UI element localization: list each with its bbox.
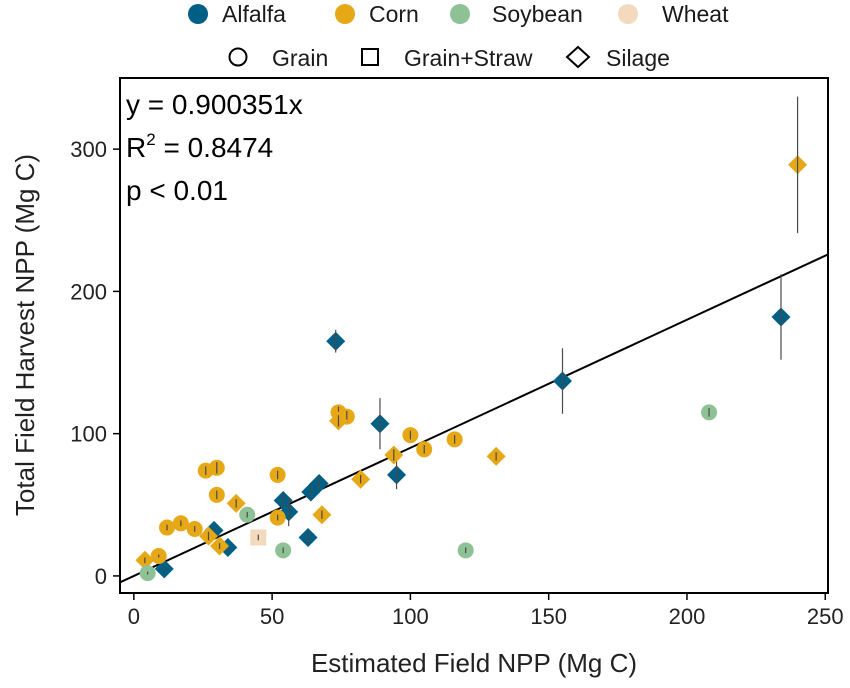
legend-corn-swatch [335, 4, 355, 24]
data-point-alfalfa-diamond [309, 473, 329, 493]
y-tick-label: 200 [70, 279, 107, 304]
data-point-soybean-circle [239, 506, 256, 523]
data-point-alfalfa-diamond [370, 398, 390, 450]
equation-text: y = 0.900351x [126, 89, 303, 120]
crop-legend: Alfalfa Corn Soybean Wheat [188, 1, 729, 27]
r-squared-prefix: R [126, 132, 146, 163]
data-point-corn-circle [402, 427, 419, 444]
plot-area-border [119, 77, 829, 594]
data-point-wheat-square [250, 529, 267, 546]
legend-grain-shape [228, 47, 248, 67]
data-point-corn-circle [150, 548, 167, 565]
x-tick-label: 150 [530, 604, 567, 629]
data-point-corn-diamond [135, 550, 155, 570]
data-point-corn-circle [172, 515, 189, 532]
data-points [135, 96, 808, 582]
fit-line-layer [121, 253, 827, 583]
data-point-corn-diamond [486, 446, 506, 466]
data-point-corn-diamond [788, 96, 808, 234]
data-point-alfalfa-diamond [326, 329, 346, 353]
legend-soybean-label: Soybean [492, 1, 583, 27]
data-point-corn-circle [446, 431, 463, 448]
data-point-corn-circle [159, 519, 176, 536]
data-point-corn-diamond [210, 536, 230, 556]
p-value-text: p < 0.01 [126, 175, 228, 206]
legend-soybean-swatch [450, 4, 470, 24]
data-point-corn-circle [208, 486, 225, 503]
data-point-alfalfa-diamond [771, 274, 791, 360]
data-point-corn-diamond [226, 493, 246, 513]
y-tick-label: 0 [95, 564, 107, 589]
legend-silage-label: Silage [606, 45, 670, 71]
data-point-corn-diamond [351, 469, 371, 489]
data-point-corn-circle [269, 466, 286, 483]
data-point-corn-diamond [384, 445, 404, 465]
x-tick-label: 100 [392, 604, 429, 629]
legend-alfalfa-swatch [188, 4, 208, 24]
data-point-soybean-circle [139, 565, 156, 582]
legend-grain-label: Grain [272, 45, 328, 71]
x-tick-label: 0 [128, 604, 140, 629]
r-squared-text: R2 = 0.8474 [126, 130, 273, 163]
legend-alfalfa-label: Alfalfa [222, 1, 286, 27]
y-tick-label: 300 [70, 137, 107, 162]
harvest-legend: Grain Grain+Straw Silage [228, 45, 670, 71]
data-point-corn-circle [208, 459, 225, 476]
legend-wheat-label: Wheat [662, 1, 729, 27]
data-point-soybean-circle [701, 404, 718, 421]
data-point-corn-circle [186, 520, 203, 537]
data-point-corn-circle [416, 441, 433, 458]
r-squared-value: = 0.8474 [156, 132, 274, 163]
data-point-corn-diamond [312, 505, 332, 525]
data-point-soybean-circle [275, 542, 292, 559]
data-point-alfalfa-diamond [154, 559, 174, 579]
x-tick-label: 200 [669, 604, 706, 629]
data-point-corn-circle [269, 509, 286, 526]
r-squared-superscript: 2 [146, 130, 155, 149]
data-point-corn-diamond [328, 411, 348, 431]
x-tick-label: 50 [260, 604, 284, 629]
data-point-alfalfa-diamond [387, 460, 407, 490]
legend-wheat-swatch [618, 4, 638, 24]
legend-silage-shape [565, 45, 591, 69]
x-axis-title: Estimated Field NPP (Mg C) [311, 648, 637, 678]
data-point-alfalfa-diamond [553, 348, 572, 414]
fit-statistics: y = 0.900351x R2 = 0.8474 p < 0.01 [126, 89, 303, 206]
regression-line [121, 253, 827, 583]
data-point-soybean-circle [457, 542, 474, 559]
x-axis: 0 50 100 150 200 250 [128, 593, 844, 629]
legend-grain-straw-shape [361, 48, 379, 66]
x-tick-label: 250 [807, 604, 844, 629]
data-point-corn-diamond [199, 526, 218, 546]
legend-corn-label: Corn [369, 1, 419, 27]
y-axis: 0 100 200 300 [70, 137, 120, 589]
data-point-alfalfa-diamond [298, 528, 318, 548]
y-tick-label: 100 [70, 422, 107, 447]
legend-grain-straw-label: Grain+Straw [404, 45, 533, 71]
y-axis-title: Total Field Harvest NPP (Mg C) [10, 154, 40, 516]
